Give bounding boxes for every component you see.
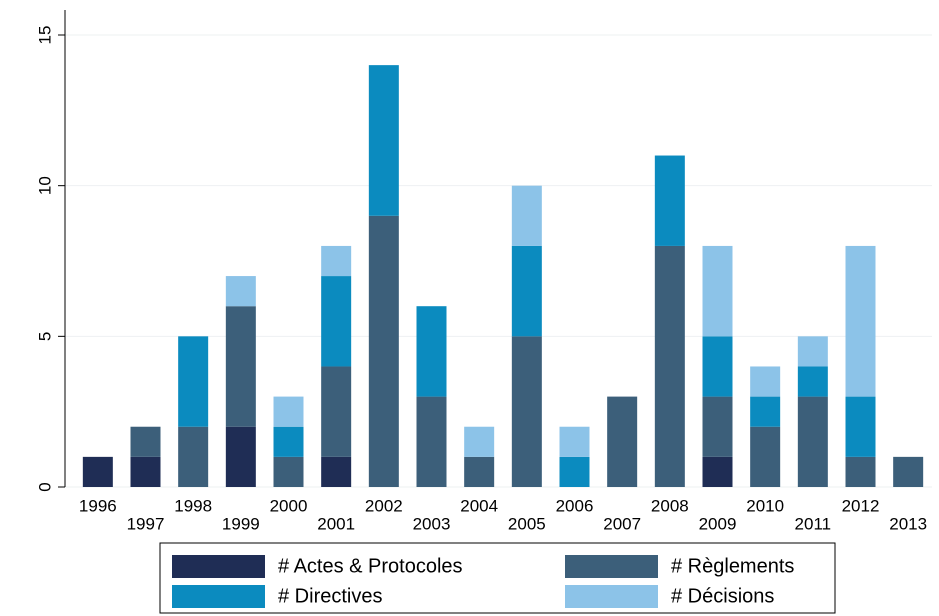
bar-segment bbox=[559, 426, 590, 457]
bar-segment bbox=[225, 276, 256, 307]
bar-segment bbox=[225, 306, 256, 427]
bar-segment bbox=[511, 185, 542, 246]
legend-box bbox=[159, 542, 836, 614]
bar-segment bbox=[797, 366, 828, 397]
x-tick-label: 2009 bbox=[699, 514, 737, 533]
bar-segment bbox=[130, 456, 161, 487]
bar-segment bbox=[321, 366, 352, 457]
bar-segment bbox=[321, 245, 352, 277]
bar-segment bbox=[511, 245, 542, 337]
bar-segment bbox=[368, 215, 399, 488]
x-tick-label: 1998 bbox=[174, 496, 212, 515]
x-tick-label: 2008 bbox=[651, 496, 689, 515]
legend-swatch bbox=[172, 585, 265, 608]
bar-segment bbox=[654, 155, 685, 246]
legend-label: # Actes & Protocoles bbox=[278, 555, 463, 577]
bar-segment bbox=[416, 306, 447, 397]
bar-segment bbox=[845, 245, 876, 397]
bar-segment bbox=[750, 366, 781, 397]
bar-segment bbox=[321, 276, 352, 367]
x-tick-label: 2002 bbox=[365, 496, 403, 515]
bar-segment bbox=[321, 456, 352, 487]
bar-segment bbox=[702, 456, 733, 487]
bar-segment bbox=[797, 396, 828, 487]
x-tick-label: 2005 bbox=[508, 514, 546, 533]
bar-segment bbox=[750, 396, 781, 427]
bar-segment bbox=[511, 336, 542, 487]
bar-segment bbox=[416, 396, 447, 487]
bar-segment bbox=[845, 396, 876, 457]
legend-swatch bbox=[565, 585, 658, 608]
bar-segment bbox=[607, 396, 638, 487]
x-tick-label: 1997 bbox=[127, 514, 165, 533]
y-tick-label: 0 bbox=[35, 482, 54, 491]
bar-segment bbox=[654, 245, 685, 487]
bar-segment bbox=[82, 456, 113, 487]
bar-segment bbox=[464, 456, 495, 487]
bar-segment bbox=[130, 426, 161, 457]
x-tick-label: 2001 bbox=[317, 514, 355, 533]
x-tick-label: 2012 bbox=[842, 496, 880, 515]
bar-segment bbox=[893, 456, 924, 487]
x-tick-label: 2011 bbox=[795, 514, 832, 533]
bar-segment bbox=[559, 456, 590, 487]
bar-segment bbox=[845, 456, 876, 487]
x-tick-label: 1999 bbox=[222, 514, 260, 533]
y-tick-label: 15 bbox=[35, 26, 54, 45]
y-tick-label: 5 bbox=[35, 332, 54, 341]
bar-segment bbox=[273, 426, 304, 457]
x-tick-label: 2013 bbox=[889, 514, 927, 533]
x-tick-label: 2006 bbox=[556, 496, 594, 515]
y-tick-label: 10 bbox=[35, 176, 54, 195]
x-tick-label: 1996 bbox=[79, 496, 117, 515]
bar-segment bbox=[273, 396, 304, 427]
bar-segment bbox=[178, 426, 209, 487]
bar-segment bbox=[702, 336, 733, 397]
x-tick-label: 2010 bbox=[746, 496, 784, 515]
bar-segment bbox=[368, 65, 399, 216]
bar-segment bbox=[273, 456, 304, 487]
bar-segment bbox=[464, 426, 495, 457]
x-tick-label: 2007 bbox=[603, 514, 641, 533]
bar-segment bbox=[797, 336, 828, 367]
legend-swatch bbox=[565, 555, 658, 578]
legend-swatch bbox=[172, 555, 265, 578]
bar-segment bbox=[178, 336, 209, 427]
bar-segment bbox=[702, 245, 733, 337]
bar-segment bbox=[702, 396, 733, 457]
x-tick-label: 2004 bbox=[460, 496, 498, 515]
legend-label: # Directives bbox=[278, 585, 382, 607]
x-tick-label: 2003 bbox=[413, 514, 451, 533]
bar-segment bbox=[750, 426, 781, 487]
legend-label: # Règlements bbox=[671, 555, 794, 577]
x-tick-label: 2000 bbox=[270, 496, 308, 515]
legend-label: # Décisions bbox=[671, 585, 774, 607]
bar-segment bbox=[225, 426, 256, 487]
